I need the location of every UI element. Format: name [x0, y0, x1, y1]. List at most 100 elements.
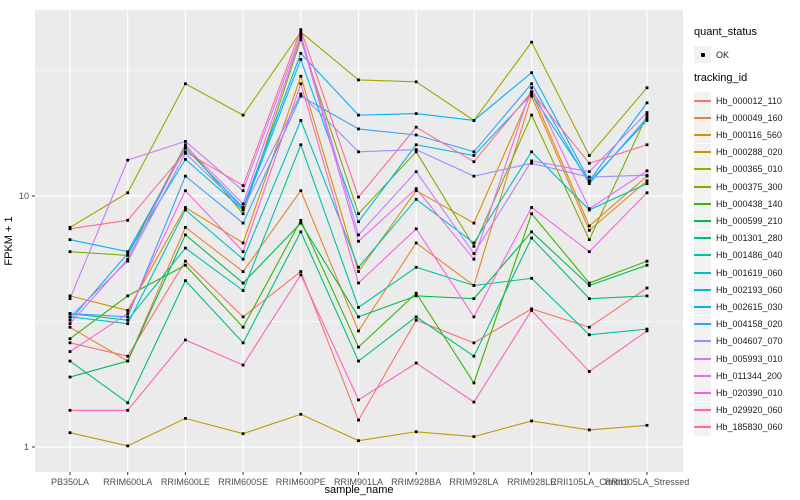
data-point[interactable] [414, 189, 418, 193]
data-point[interactable] [184, 150, 187, 154]
data-point[interactable] [587, 161, 591, 165]
data-point[interactable] [357, 220, 360, 224]
data-point[interactable] [530, 150, 533, 154]
data-point[interactable] [530, 276, 533, 280]
data-point[interactable] [587, 179, 591, 183]
data-point[interactable] [587, 428, 591, 432]
data-point[interactable] [68, 341, 72, 345]
data-point[interactable] [587, 250, 591, 254]
data-point[interactable] [126, 401, 130, 405]
legend-item-Hb_020390_010[interactable]: Hb_020390_010 [694, 384, 783, 402]
data-point[interactable] [126, 218, 130, 222]
data-point[interactable] [645, 179, 649, 183]
data-point[interactable] [357, 113, 360, 117]
data-point[interactable] [241, 189, 245, 193]
data-point[interactable] [241, 241, 245, 245]
data-point[interactable] [357, 305, 360, 309]
data-point[interactable] [472, 400, 476, 404]
data-point[interactable] [357, 359, 360, 363]
data-point[interactable] [414, 112, 418, 115]
data-point[interactable] [530, 86, 533, 90]
data-point[interactable] [414, 170, 418, 174]
legend-item-Hb_005993_010[interactable]: Hb_005993_010 [694, 350, 783, 367]
data-point[interactable] [530, 236, 533, 240]
data-point[interactable] [414, 265, 418, 269]
data-point[interactable] [241, 202, 245, 206]
legend-item-Hb_000288_020[interactable]: Hb_000288_020 [694, 143, 783, 161]
data-point[interactable] [68, 315, 72, 319]
data-point[interactable] [184, 259, 187, 263]
data-point[interactable] [530, 212, 533, 216]
data-point[interactable] [472, 221, 476, 225]
data-point[interactable] [184, 157, 187, 161]
data-point[interactable] [126, 408, 130, 412]
data-point[interactable] [587, 207, 591, 211]
data-point[interactable] [414, 80, 418, 84]
data-point[interactable] [241, 221, 245, 225]
data-point[interactable] [414, 241, 418, 245]
data-point[interactable] [299, 74, 303, 78]
data-point[interactable] [184, 263, 187, 267]
data-point[interactable] [414, 315, 418, 319]
data-point[interactable] [299, 30, 303, 34]
data-point[interactable] [299, 92, 303, 96]
data-point[interactable] [184, 279, 187, 283]
data-point[interactable] [184, 208, 187, 212]
data-point[interactable] [299, 270, 303, 273]
data-point[interactable] [299, 33, 303, 36]
legend-item-Hb_000049_160[interactable]: Hb_000049_160 [694, 109, 783, 127]
data-point[interactable] [184, 151, 187, 155]
data-point[interactable] [645, 294, 649, 298]
data-point[interactable] [241, 432, 245, 436]
data-point[interactable] [357, 265, 360, 269]
data-point[interactable] [299, 51, 303, 55]
data-point[interactable] [472, 315, 476, 319]
data-point[interactable] [68, 312, 72, 315]
data-point[interactable] [184, 82, 187, 86]
data-point[interactable] [645, 329, 649, 333]
data-point[interactable] [299, 119, 303, 122]
data-point[interactable] [530, 419, 533, 423]
data-point[interactable] [357, 127, 360, 131]
data-point[interactable] [184, 417, 187, 420]
data-point[interactable] [299, 218, 303, 222]
legend-item-Hb_001301_280[interactable]: Hb_001301_280 [694, 229, 783, 247]
data-point[interactable] [414, 430, 418, 434]
data-point[interactable] [587, 284, 591, 287]
data-point[interactable] [184, 206, 187, 209]
data-point[interactable] [587, 182, 591, 186]
data-point[interactable] [530, 159, 533, 163]
data-point[interactable] [530, 113, 533, 117]
legend-item-Hb_001486_040[interactable]: Hb_001486_040 [694, 246, 783, 264]
data-point[interactable] [126, 294, 130, 298]
data-point[interactable] [587, 370, 591, 373]
data-point[interactable] [68, 297, 72, 301]
data-point[interactable] [184, 246, 187, 250]
data-point[interactable] [414, 291, 418, 295]
data-point[interactable] [357, 315, 360, 319]
data-point[interactable] [472, 252, 476, 255]
data-point[interactable] [241, 212, 245, 216]
legend-item-ok[interactable]: OK [694, 46, 729, 63]
data-point[interactable] [68, 250, 72, 254]
data-point[interactable] [68, 318, 72, 322]
data-point[interactable] [530, 90, 533, 94]
data-point[interactable] [68, 225, 72, 229]
data-point[interactable] [645, 191, 649, 195]
data-point[interactable] [299, 189, 303, 193]
data-point[interactable] [241, 363, 245, 367]
data-point[interactable] [587, 154, 591, 157]
data-point[interactable] [530, 94, 533, 98]
data-point[interactable] [299, 82, 303, 86]
data-point[interactable] [68, 431, 72, 435]
data-point[interactable] [645, 111, 649, 114]
data-point[interactable] [472, 160, 476, 164]
data-point[interactable] [126, 312, 130, 315]
legend-item-Hb_011344_200[interactable]: Hb_011344_200 [694, 367, 782, 385]
data-point[interactable] [126, 444, 130, 448]
data-point[interactable] [68, 227, 72, 231]
data-point[interactable] [645, 327, 649, 331]
legend-item-Hb_002193_060[interactable]: Hb_002193_060 [694, 281, 783, 299]
data-point[interactable] [184, 140, 187, 143]
data-point[interactable] [414, 143, 418, 147]
